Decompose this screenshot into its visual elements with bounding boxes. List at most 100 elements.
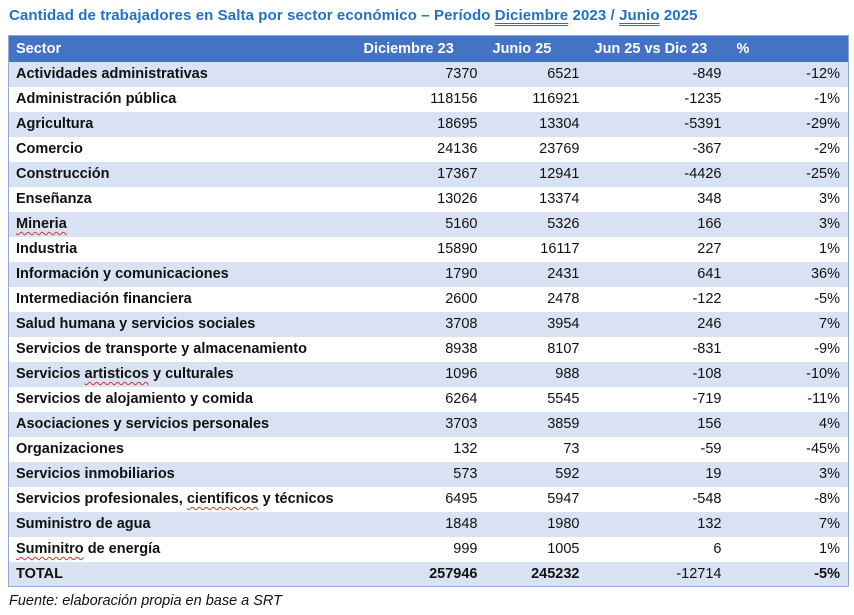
cell-diciembre-23: 5160 <box>356 211 486 237</box>
cell-sector: Industria <box>16 241 78 257</box>
cell-percent: 1% <box>819 541 840 557</box>
cell-percent: -9% <box>814 341 840 357</box>
cell-junio-25: 245232 <box>485 561 588 587</box>
table-header-row: Sector Diciembre 23 Junio 25 Jun 25 vs D… <box>8 35 849 62</box>
cell-junio-25: 3954 <box>485 311 588 337</box>
table-row: Industria 15890 16117 227 1% <box>9 237 849 262</box>
cell-difference: 6 <box>713 541 722 557</box>
cell-diciembre-23: 24136 <box>437 141 478 157</box>
cell-sector: Agricultura <box>8 111 357 137</box>
header-sector: Sector <box>8 35 357 62</box>
cell-difference: 246 <box>587 311 730 337</box>
workers-table: Sector Diciembre 23 Junio 25 Jun 25 vs D… <box>8 35 849 587</box>
cell-diciembre-23: 1790 <box>356 261 486 287</box>
table-row: Enseñanza 13026 13374 348 3% <box>9 187 849 212</box>
cell-diciembre-23: 257946 <box>356 561 486 587</box>
cell-junio-25: 8107 <box>547 341 580 357</box>
header-jun25-vs-dic23: Jun 25 vs Dic 23 <box>587 35 730 62</box>
cell-difference: -5391 <box>587 111 730 137</box>
cell-sector: Servicios de alojamiento y comida <box>16 391 253 407</box>
cell-diciembre-23: 18695 <box>356 111 486 137</box>
cell-sector: Actividades administrativas <box>8 61 357 87</box>
cell-sector: Construcción <box>8 161 357 187</box>
misspelled-word: cientificos <box>186 491 259 507</box>
cell-difference: -122 <box>692 291 722 307</box>
table-row: Administración pública 118156 116921 -1235 -… <box>9 87 849 112</box>
cell-junio-25: 6521 <box>485 61 588 87</box>
page-title: Cantidad de trabajadores en Salta por se… <box>0 0 854 24</box>
cell-diciembre-23: 2600 <box>445 291 478 307</box>
cell-diciembre-23: 3703 <box>356 411 486 437</box>
cell-percent: 3% <box>819 191 840 207</box>
table-row: Construcción 17367 12941 -4426 -25% <box>8 161 849 187</box>
cell-difference: -367 <box>692 141 722 157</box>
cell-percent: 7% <box>729 311 849 337</box>
cell-diciembre-23: 6264 <box>445 391 478 407</box>
total-row: TOTAL 257946 245232 -12714 -5% <box>8 561 849 587</box>
cell-difference: -831 <box>692 341 722 357</box>
cell-junio-25: 12941 <box>485 161 588 187</box>
cell-difference: -4426 <box>587 161 730 187</box>
cell-junio-25: 73 <box>563 441 580 457</box>
title-text: Cantidad de trabajadores en Salta por se… <box>9 7 495 24</box>
misspelled-word: artisticos <box>84 366 149 382</box>
misspelled-word: Mineria <box>16 216 67 232</box>
cell-sector: Servicios artisticos y culturales <box>8 361 357 387</box>
cell-difference: -59 <box>700 441 722 457</box>
cell-sector: Servicios profesionales, cientificos y t… <box>16 491 334 507</box>
cell-junio-25: 1005 <box>547 541 580 557</box>
cell-percent: 36% <box>729 261 849 287</box>
underlined-word: Junio <box>619 7 660 24</box>
cell-junio-25: 592 <box>485 461 588 487</box>
cell-percent: -11% <box>807 391 840 407</box>
cell-sector: Servicios inmobiliarios <box>8 461 357 487</box>
cell-percent: -2% <box>814 141 840 157</box>
cell-junio-25: 5947 <box>547 491 580 507</box>
cell-diciembre-23: 13026 <box>437 191 478 207</box>
cell-percent: 3% <box>729 211 849 237</box>
cell-sector: Información y comunicaciones <box>8 261 357 287</box>
cell-sector: TOTAL <box>8 561 357 587</box>
cell-percent: -12% <box>729 61 849 87</box>
underlined-word: Diciembre <box>494 7 569 24</box>
table-row: Servicios artisticos y culturales 1096 988… <box>8 361 849 387</box>
cell-difference: -719 <box>692 391 722 407</box>
cell-difference: 166 <box>587 211 730 237</box>
cell-difference: 132 <box>587 511 730 537</box>
cell-junio-25: 3859 <box>485 411 588 437</box>
cell-junio-25: 116921 <box>532 91 580 107</box>
table-row: Servicios de alojamiento y comida 6264 554… <box>9 387 849 412</box>
cell-difference: 156 <box>587 411 730 437</box>
cell-diciembre-23: 3708 <box>356 311 486 337</box>
table-row: Comercio 24136 23769 -367 -2% <box>9 137 849 162</box>
cell-sector: Asociaciones y servicios personales <box>8 411 357 437</box>
table-row: Agricultura 18695 13304 -5391 -29% <box>8 111 849 137</box>
cell-diciembre-23: 17367 <box>356 161 486 187</box>
table-row: Actividades administrativas 7370 6521 -849-… <box>8 61 849 87</box>
table-body: Actividades administrativas 7370 6521 -849-… <box>8 61 849 587</box>
misspelled-word: Suminitro <box>16 541 84 557</box>
table-row: Servicios profesionales, cientificos y t… <box>9 487 849 512</box>
cell-difference: -548 <box>692 491 722 507</box>
cell-difference: -849 <box>587 61 730 87</box>
cell-junio-25: 2478 <box>547 291 580 307</box>
cell-junio-25: 2431 <box>485 261 588 287</box>
cell-sector: Enseñanza <box>16 191 92 207</box>
cell-junio-25: 1980 <box>485 511 588 537</box>
cell-percent: -45% <box>806 441 840 457</box>
header-diciembre-23: Diciembre 23 <box>356 35 486 62</box>
cell-junio-25: 13304 <box>485 111 588 137</box>
cell-percent: -25% <box>729 161 849 187</box>
cell-difference: 348 <box>697 191 722 207</box>
cell-junio-25: 988 <box>485 361 588 387</box>
cell-percent: 4% <box>729 411 849 437</box>
cell-diciembre-23: 999 <box>453 541 478 557</box>
cell-percent: -8% <box>814 491 840 507</box>
table-row: Intermediación financiera 2600 2478 -122 -5% <box>9 287 849 312</box>
cell-junio-25: 16117 <box>540 241 580 257</box>
cell-diciembre-23: 573 <box>356 461 486 487</box>
table-row: Suministro de agua 1848 1980 132 7% <box>8 511 849 537</box>
cell-junio-25: 5545 <box>547 391 580 407</box>
cell-percent: 3% <box>729 461 849 487</box>
cell-junio-25: 5326 <box>485 211 588 237</box>
